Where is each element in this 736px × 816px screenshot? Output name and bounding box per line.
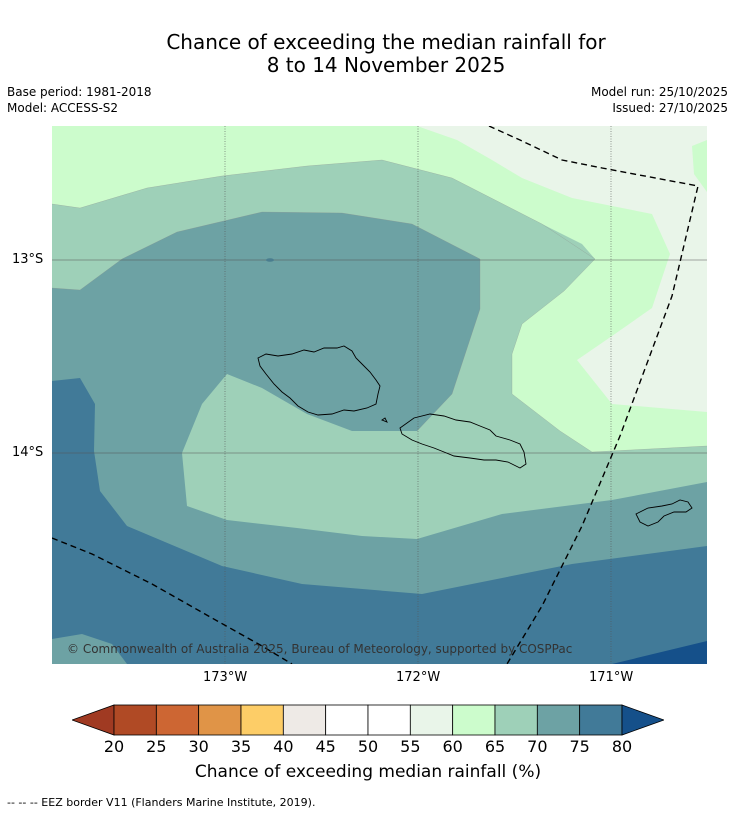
zone-65-70 [52,126,707,539]
contour-lines [52,159,707,453]
colorbar-svg [70,704,666,736]
lat-label-14s: 14°S [12,445,44,460]
colorbar-segment [452,704,496,736]
title-line-2: 8 to 14 November 2025 [266,53,506,77]
colorbar-tick-label: 45 [315,737,336,756]
rose-atoll-marker [266,258,274,262]
colorbar-segment [579,704,623,736]
eez-border [52,126,699,664]
colorbar-tick-label: 70 [527,737,548,756]
model-name: Model: ACCESS-S2 [7,101,119,115]
lat-label-13s: 13°S [12,252,44,267]
colorbar-segment [198,704,242,736]
colorbar-tick-label: 65 [484,737,506,756]
colorbar-tick-label: 25 [146,737,167,756]
colorbar-segment [494,704,538,736]
colorbar-segment [155,704,200,736]
colorbar-over-arrow [621,704,666,736]
savaii-island [257,345,381,416]
colorbar [70,704,666,736]
title-line-1: Chance of exceeding the median rainfall … [166,30,606,54]
lon-label-172w: 172°W [396,670,441,685]
colorbar-segment [409,704,454,736]
colorbar-tick-label: 55 [400,737,421,756]
zone-70-75-corner [52,634,127,664]
zone-55-60 [417,126,707,412]
colorbar-tick-label: 40 [273,737,294,756]
zone-above-80 [612,641,707,664]
graticule-lat [52,259,707,454]
colorbar-tick-label: 75 [569,737,590,756]
copyright-notice: © Commonwealth of Australia 2025, Bureau… [67,642,573,656]
colorbar-title: Chance of exceeding median rainfall (%) [194,762,542,782]
map-svg [52,126,707,664]
colorbar-segment [282,704,327,736]
lon-label-171w: 171°W [589,670,634,685]
graticule [224,126,612,664]
coastlines [257,345,693,527]
base-period: Base period: 1981-2018 [7,85,152,99]
map [52,126,707,664]
colorbar-tick-label: 60 [442,737,463,756]
zone-60-65-patch [692,140,707,192]
lon-label-173w: 173°W [203,670,248,685]
zone-60-65 [52,126,707,452]
colorbar-segment [325,704,369,736]
colorbar-tick-label: 20 [103,737,125,756]
colorbar-tick-label: 35 [230,737,252,756]
colorbar-segment [536,704,581,736]
colorbar-segment [367,704,411,736]
issued-date: Issued: 27/10/2025 [612,101,728,115]
eez-footnote: -- -- -- EEZ border V11 (Flanders Marine… [7,796,316,809]
model-run: Model run: 25/10/2025 [590,85,728,99]
meta-left: Base period: 1981-2018 Model: ACCESS-S2 [7,84,152,116]
colorbar-tick-label: 50 [357,737,379,756]
colorbar-segment [113,704,157,736]
manono-island [381,417,388,423]
chart-title: Chance of exceeding the median rainfall … [0,31,736,77]
colorbar-tick-label: 80 [611,737,633,756]
colorbar-under-arrow [70,704,115,736]
upolu-island [399,413,527,469]
tutuila-island [635,499,693,527]
colorbar-segment [240,704,284,736]
colorbar-tick-label: 30 [188,737,209,756]
meta-right: Model run: 25/10/2025 Issued: 27/10/2025 [591,84,728,116]
